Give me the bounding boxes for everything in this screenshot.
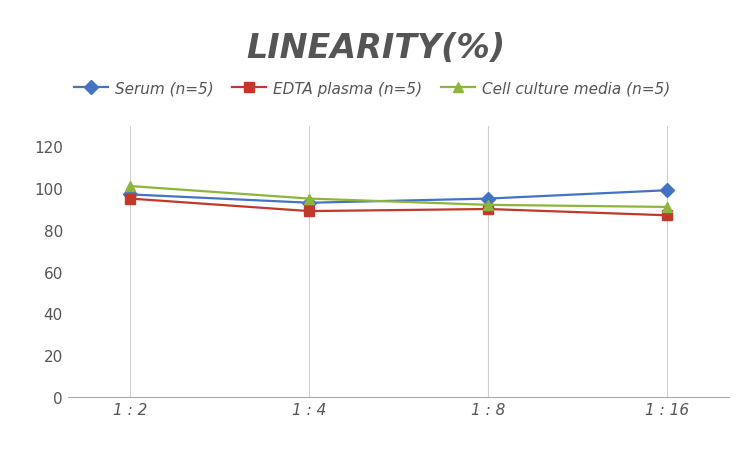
Serum (n=5) <box>305 201 314 206</box>
Cell culture media (n=5) <box>126 184 135 189</box>
Text: LINEARITY(%): LINEARITY(%) <box>247 32 505 64</box>
Serum (n=5) <box>484 197 493 202</box>
Serum (n=5) <box>126 192 135 198</box>
EDTA plasma (n=5) <box>126 197 135 202</box>
Line: Cell culture media (n=5): Cell culture media (n=5) <box>126 182 672 212</box>
EDTA plasma (n=5) <box>484 207 493 212</box>
EDTA plasma (n=5) <box>305 209 314 214</box>
EDTA plasma (n=5) <box>663 213 672 218</box>
Legend: Serum (n=5), EDTA plasma (n=5), Cell culture media (n=5): Serum (n=5), EDTA plasma (n=5), Cell cul… <box>68 75 677 102</box>
Line: Serum (n=5): Serum (n=5) <box>126 186 672 208</box>
Serum (n=5) <box>663 188 672 193</box>
Cell culture media (n=5) <box>305 197 314 202</box>
Cell culture media (n=5) <box>663 205 672 210</box>
Line: EDTA plasma (n=5): EDTA plasma (n=5) <box>126 194 672 221</box>
Cell culture media (n=5) <box>484 202 493 208</box>
